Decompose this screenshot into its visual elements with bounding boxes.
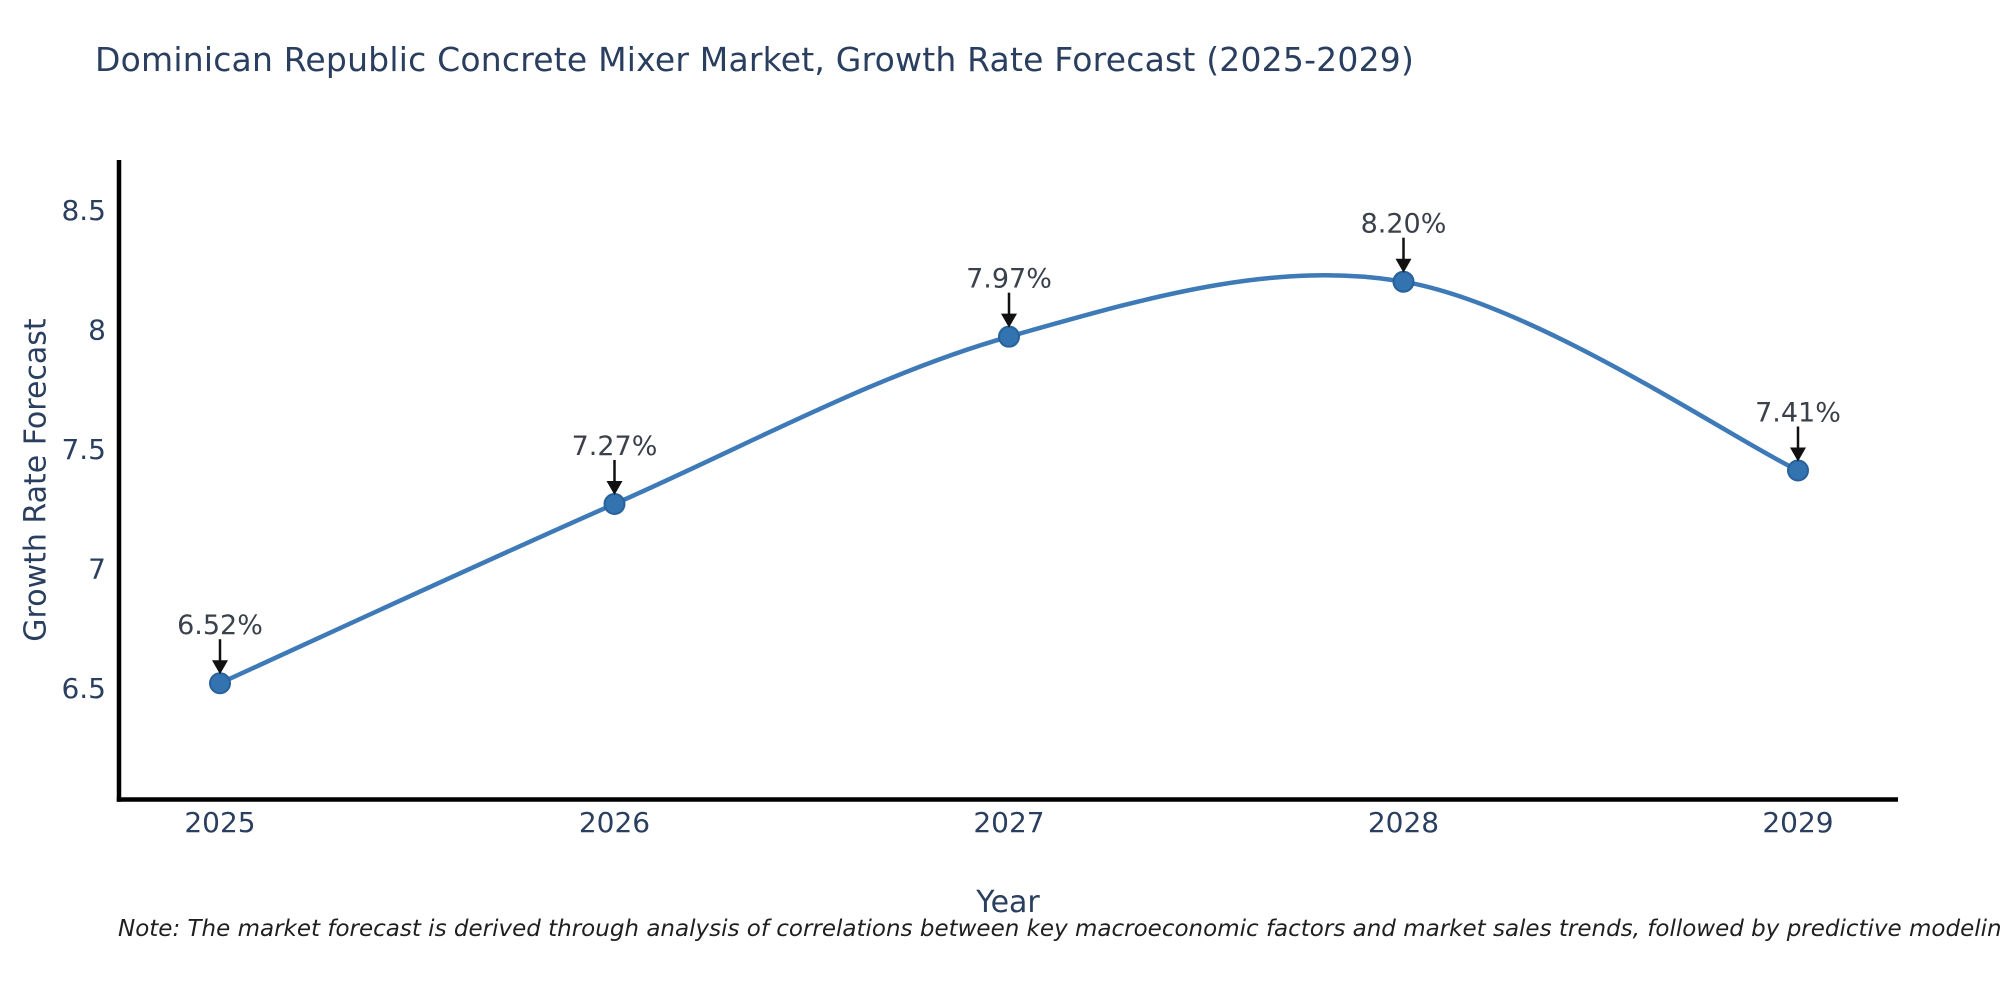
annotation-arrow-head-icon xyxy=(1395,258,1412,273)
point-label-2029: 7.41% xyxy=(1755,398,1841,429)
y-tick-label-7.5: 7.5 xyxy=(61,433,106,466)
x-tick-label-2027: 2027 xyxy=(973,806,1044,839)
data-point-2029[interactable] xyxy=(1787,459,1809,482)
y-tick-label-8.5: 8.5 xyxy=(61,194,106,227)
y-tick-label-8: 8 xyxy=(88,314,106,347)
footnote: Note: The market forecast is derived thr… xyxy=(118,916,2000,942)
data-point-2028[interactable] xyxy=(1392,270,1415,293)
y-tick-label-6.5: 6.5 xyxy=(61,672,106,705)
annotation-arrow-head-icon xyxy=(1790,447,1806,462)
annotation-arrow-head-icon xyxy=(212,660,228,675)
x-tick-label-2028: 2028 xyxy=(1368,806,1439,839)
x-tick-label-2026: 2026 xyxy=(579,806,650,839)
chart-title: Dominican Republic Concrete Mixer Market… xyxy=(95,40,1415,79)
data-point-2027[interactable] xyxy=(998,325,1020,348)
point-label-2027: 7.97% xyxy=(966,264,1052,295)
line-series xyxy=(209,270,1809,695)
x-axis-title: Year xyxy=(976,885,1040,920)
annotation-arrow-head-icon xyxy=(606,480,623,495)
annotation-arrow-head-icon xyxy=(1001,313,1017,328)
tick-labels: 6.5 7 7.5 8 8.5 2025 2026 2027 2028 2029 xyxy=(61,194,1833,839)
y-tick-label-7: 7 xyxy=(88,553,106,586)
point-label-2026: 7.27% xyxy=(572,431,658,462)
x-tick-label-2025: 2025 xyxy=(184,806,255,839)
x-tick-label-2029: 2029 xyxy=(1762,806,1833,839)
axes xyxy=(116,160,1898,802)
y-axis-title: Growth Rate Forecast xyxy=(18,318,54,642)
data-point-2025[interactable] xyxy=(209,672,231,695)
data-point-2026[interactable] xyxy=(603,492,626,515)
annotations: 6.52% 7.27% 7.97% 8.20% 7.41% xyxy=(177,209,1841,675)
point-label-2028: 8.20% xyxy=(1361,209,1447,240)
point-label-2025: 6.52% xyxy=(177,610,263,641)
